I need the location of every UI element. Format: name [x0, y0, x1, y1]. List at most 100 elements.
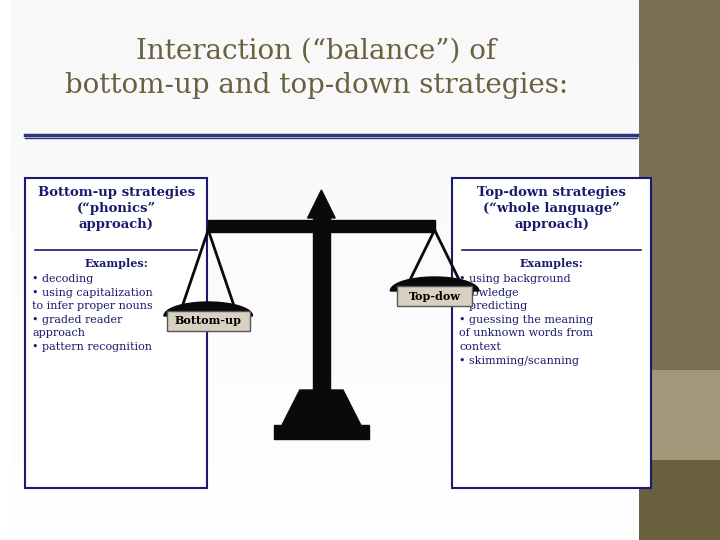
Bar — [12, 85, 720, 86]
Bar — [12, 310, 720, 311]
Bar — [12, 394, 720, 395]
Bar — [12, 82, 720, 83]
Bar — [12, 268, 720, 269]
Bar — [12, 392, 720, 393]
Bar — [12, 395, 720, 396]
Bar — [12, 33, 720, 34]
Bar — [12, 175, 720, 176]
FancyBboxPatch shape — [452, 178, 651, 488]
Bar — [12, 39, 720, 40]
Bar — [12, 463, 720, 464]
Bar — [12, 512, 720, 513]
Bar — [12, 64, 720, 65]
Bar — [12, 92, 720, 93]
Bar — [12, 387, 720, 388]
Bar — [12, 102, 720, 103]
Bar — [12, 117, 720, 118]
Bar — [12, 514, 720, 515]
Bar — [12, 422, 720, 423]
Bar — [12, 487, 720, 488]
Bar — [12, 367, 720, 368]
Bar — [12, 255, 720, 256]
Bar — [12, 166, 720, 167]
Bar — [12, 224, 720, 225]
Bar — [12, 332, 720, 333]
Bar — [12, 335, 720, 336]
Bar — [12, 109, 720, 110]
Bar — [12, 273, 720, 274]
Bar — [12, 324, 720, 325]
Bar — [12, 7, 720, 8]
Bar — [12, 380, 720, 381]
Text: Examples:: Examples: — [84, 258, 148, 269]
Bar — [12, 80, 720, 81]
Bar — [12, 75, 720, 76]
Bar — [12, 106, 720, 107]
Bar — [12, 353, 720, 354]
Bar — [12, 153, 720, 154]
Bar — [12, 107, 720, 108]
Bar — [12, 221, 720, 222]
Bar — [12, 424, 720, 425]
Bar — [12, 315, 720, 316]
Bar — [12, 398, 720, 399]
Bar — [12, 66, 720, 67]
Bar — [12, 354, 720, 355]
Bar — [12, 318, 720, 319]
Bar — [12, 475, 720, 476]
Bar — [12, 530, 720, 531]
Bar — [12, 231, 720, 232]
Bar — [12, 202, 720, 203]
Bar — [12, 71, 720, 72]
Bar — [12, 521, 720, 522]
Bar — [12, 321, 720, 322]
Bar — [12, 411, 720, 412]
Bar — [12, 344, 720, 345]
Bar — [12, 193, 720, 194]
Bar — [12, 73, 720, 74]
Bar — [12, 508, 720, 509]
Bar — [12, 417, 720, 418]
Text: Interaction (“balance”) of: Interaction (“balance”) of — [136, 38, 497, 65]
Bar — [12, 478, 720, 479]
Bar — [12, 196, 720, 197]
Bar — [12, 267, 720, 268]
Bar — [12, 215, 720, 216]
FancyBboxPatch shape — [397, 286, 472, 306]
Bar — [12, 520, 720, 521]
Bar — [12, 350, 720, 351]
Bar — [12, 119, 720, 120]
Bar — [12, 132, 720, 133]
Bar — [12, 234, 720, 235]
Bar — [12, 216, 720, 217]
Bar — [12, 87, 720, 88]
Bar — [12, 38, 720, 39]
Bar — [12, 362, 720, 363]
Bar — [12, 407, 720, 408]
Bar — [12, 57, 720, 58]
Bar — [12, 299, 720, 300]
Bar — [12, 537, 720, 538]
Bar — [12, 458, 720, 459]
Bar — [12, 78, 720, 79]
Bar — [12, 262, 720, 263]
Bar — [12, 203, 720, 204]
Bar — [12, 496, 720, 497]
Bar — [12, 480, 720, 481]
Bar — [12, 538, 720, 539]
Bar — [12, 510, 720, 511]
Bar — [12, 228, 720, 229]
Bar — [12, 135, 720, 136]
Bar — [12, 469, 720, 470]
Bar — [12, 220, 720, 221]
Bar — [12, 8, 720, 9]
Bar — [12, 100, 720, 101]
Bar — [12, 19, 720, 20]
Bar — [12, 125, 720, 126]
Bar — [312, 218, 330, 390]
Bar — [12, 317, 720, 318]
Bar — [12, 381, 720, 382]
Bar — [12, 468, 720, 469]
Bar — [12, 503, 720, 504]
Bar — [274, 425, 369, 439]
